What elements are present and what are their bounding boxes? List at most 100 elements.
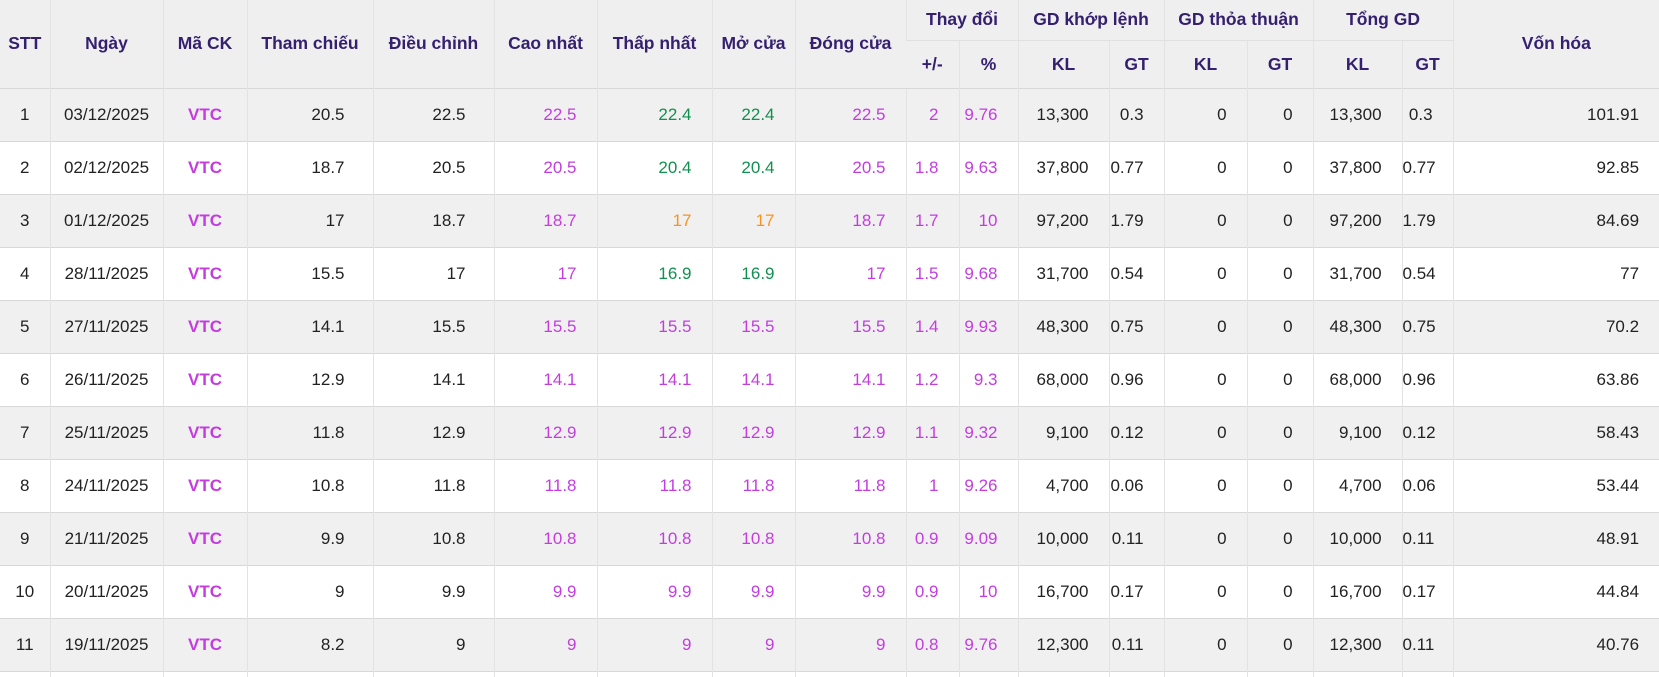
cell-gt_khop: 0.3 [1108, 87, 1165, 141]
empty-cell [1108, 670, 1165, 677]
cell-tham_chieu: 17 [246, 193, 373, 247]
cell-ngay: 01/12/2025 [49, 193, 163, 247]
cell-thap_nhat: 12.9 [596, 405, 712, 459]
cell-tham_chieu: 15.5 [246, 246, 373, 300]
cell-stt: 11 [0, 617, 50, 671]
cell-kl_khop: 37,800 [1017, 140, 1110, 194]
ticker-link[interactable]: VTC [162, 511, 247, 565]
ticker-link[interactable]: VTC [162, 246, 247, 300]
table-body: 1 03/12/2025 VTC 20.5 22.5 22.5 22.4 22.4 22.5 2 9… [0, 87, 1659, 677]
cell-kl_tong: 48,300 [1312, 299, 1403, 353]
cell-gt_tong: 0.11 [1401, 511, 1454, 565]
cell-kl_thoa: 0 [1163, 87, 1248, 141]
ticker-link[interactable]: VTC [162, 405, 247, 459]
empty-cell [1452, 670, 1659, 677]
cell-percent: 10 [958, 193, 1019, 247]
cell-gt_khop: 0.17 [1108, 564, 1165, 618]
cell-gt_tong: 0.06 [1401, 458, 1454, 512]
cell-ngay: 26/11/2025 [49, 352, 163, 406]
cell-kl_tong: 12,300 [1312, 617, 1403, 671]
table-row: 5 27/11/2025 VTC 14.1 15.5 15.5 15.5 15.5 15.5 1.… [0, 299, 1659, 353]
cell-gt_tong: 0.11 [1401, 617, 1454, 671]
cell-von_hoa: 53.44 [1452, 458, 1659, 512]
cell-dieu_chinh: 20.5 [372, 140, 494, 194]
cell-stt: 1 [0, 87, 50, 141]
cell-kl_tong: 68,000 [1312, 352, 1403, 406]
cell-thap_nhat: 9.9 [596, 564, 712, 618]
empty-cell [49, 670, 163, 677]
cell-gt_tong: 0.17 [1401, 564, 1454, 618]
col-header-stt: STT [0, 0, 50, 88]
ticker-link[interactable]: VTC [162, 299, 247, 353]
table-row: 10 20/11/2025 VTC 9 9.9 9.9 9.9 9.9 9.9 0.9 10 16,7… [0, 564, 1659, 618]
cell-gt_tong: 0.77 [1401, 140, 1454, 194]
ticker-link[interactable]: VTC [162, 87, 247, 141]
empty-cell [1163, 670, 1248, 677]
col-header-high: Cao nhất [493, 0, 597, 88]
col-header-close: Đóng cửa [794, 0, 906, 88]
cell-dong_cua: 20.5 [794, 140, 906, 194]
cell-thap_nhat: 16.9 [596, 246, 712, 300]
col-header-negotiated-volume: KL [1163, 40, 1248, 88]
col-header-low: Thấp nhất [596, 0, 712, 88]
cell-kl_khop: 68,000 [1017, 352, 1110, 406]
table-row: 6 26/11/2025 VTC 12.9 14.1 14.1 14.1 14.1 14.1 1.… [0, 352, 1659, 406]
cell-plus_minus: 1.1 [905, 405, 959, 459]
cell-dieu_chinh: 9.9 [372, 564, 494, 618]
cell-thap_nhat: 9 [596, 617, 712, 671]
cell-kl_tong: 13,300 [1312, 87, 1403, 141]
cell-dong_cua: 18.7 [794, 193, 906, 247]
ticker-link[interactable]: VTC [162, 564, 247, 618]
cell-plus_minus: 1.2 [905, 352, 959, 406]
ticker-link[interactable]: VTC [162, 352, 247, 406]
cell-von_hoa: 70.2 [1452, 299, 1659, 353]
table-row: 2 02/12/2025 VTC 18.7 20.5 20.5 20.4 20.4 20.5 1.… [0, 140, 1659, 194]
empty-cell [162, 670, 247, 677]
empty-cell [493, 670, 597, 677]
cell-tham_chieu: 9.9 [246, 511, 373, 565]
cell-plus_minus: 0.9 [905, 564, 959, 618]
cell-dieu_chinh: 22.5 [372, 87, 494, 141]
cell-thap_nhat: 11.8 [596, 458, 712, 512]
cell-kl_khop: 31,700 [1017, 246, 1110, 300]
cell-dieu_chinh: 12.9 [372, 405, 494, 459]
ticker-link[interactable]: VTC [162, 458, 247, 512]
cell-mo_cua: 17 [711, 193, 795, 247]
col-header-open: Mở cửa [711, 0, 795, 88]
cell-gt_thoa: 0 [1246, 299, 1314, 353]
cell-gt_thoa: 0 [1246, 458, 1314, 512]
cell-thap_nhat: 22.4 [596, 87, 712, 141]
cell-gt_khop: 0.77 [1108, 140, 1165, 194]
ticker-link[interactable]: VTC [162, 193, 247, 247]
cell-ngay: 02/12/2025 [49, 140, 163, 194]
col-header-adjusted: Điều chỉnh [372, 0, 494, 88]
cell-kl_tong: 9,100 [1312, 405, 1403, 459]
cell-percent: 9.63 [958, 140, 1019, 194]
cell-dong_cua: 12.9 [794, 405, 906, 459]
col-header-matched-value: GT [1108, 40, 1165, 88]
empty-cell [1401, 670, 1454, 677]
cell-kl_khop: 16,700 [1017, 564, 1110, 618]
cell-stt: 4 [0, 246, 50, 300]
cell-kl_thoa: 0 [1163, 299, 1248, 353]
cell-ngay: 28/11/2025 [49, 246, 163, 300]
ticker-link[interactable]: VTC [162, 617, 247, 671]
cell-von_hoa: 63.86 [1452, 352, 1659, 406]
col-header-total-value: GT [1401, 40, 1454, 88]
cell-plus_minus: 1.4 [905, 299, 959, 353]
cell-ngay: 20/11/2025 [49, 564, 163, 618]
cell-thap_nhat: 14.1 [596, 352, 712, 406]
cell-dong_cua: 9.9 [794, 564, 906, 618]
cell-tham_chieu: 14.1 [246, 299, 373, 353]
cell-percent: 9.76 [958, 87, 1019, 141]
ticker-link[interactable]: VTC [162, 140, 247, 194]
cell-gt_thoa: 0 [1246, 140, 1314, 194]
col-header-ticker: Mã CK [162, 0, 247, 88]
col-header-change-percent: % [958, 40, 1019, 88]
cell-dong_cua: 17 [794, 246, 906, 300]
empty-cell [711, 670, 795, 677]
cell-cao_nhat: 17 [493, 246, 597, 300]
cell-mo_cua: 12.9 [711, 405, 795, 459]
cell-kl_tong: 97,200 [1312, 193, 1403, 247]
